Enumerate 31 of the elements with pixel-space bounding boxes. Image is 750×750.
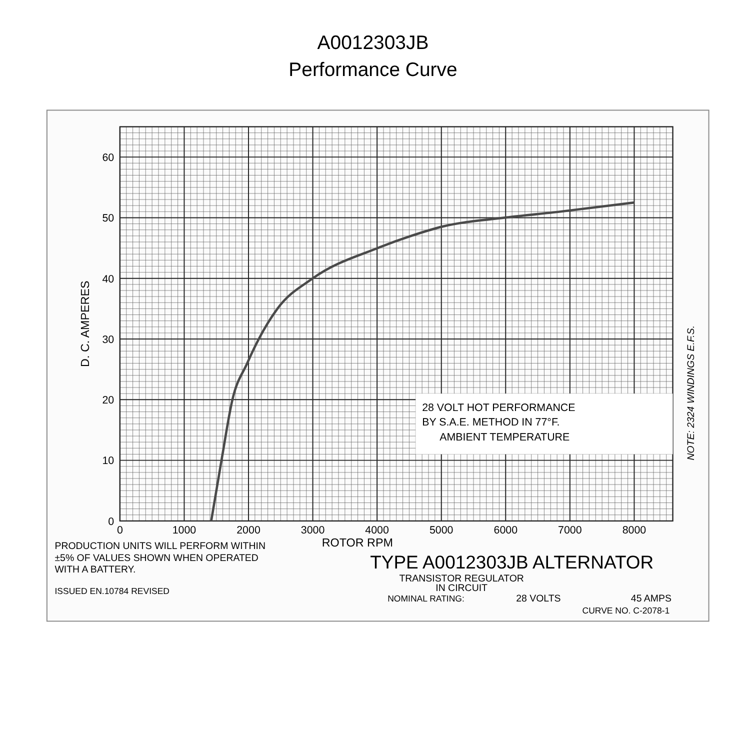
x-tick-label: 0 (116, 524, 123, 537)
y-tick-label: 0 (108, 516, 114, 528)
text: NOTE: 2324 WINDINGS E.F.S. (686, 325, 698, 460)
annotation: 28 VOLT HOT PERFORMANCE BY S.A.E. METHOD IN 77°F. AMBIENT TEMPERATURE (422, 402, 576, 444)
y-tick-label: 50 (102, 212, 114, 225)
chart-title: A0012303JB (317, 32, 429, 54)
x-tick-label: 4000 (365, 524, 390, 537)
note-box: 28 VOLT HOT PERFORMANCE BY S.A.E. METHOD IN 77°F. AMBIENT TEMPERATURE (416, 394, 673, 454)
y-tick-label: 10 (102, 455, 114, 468)
x-tick-label: 8000 (622, 524, 646, 537)
x-tick-label: 5000 (429, 524, 454, 537)
y-tick-label: 30 (102, 334, 114, 346)
text: TRANSISTOR REGULATOR IN CIRCUIT (399, 573, 524, 594)
x-tick-label: 2000 (236, 524, 260, 537)
text: 28 VOLTS (516, 594, 562, 605)
x-tick-label: 7000 (558, 524, 582, 537)
text: ISSUED EN.10784 REVISED (54, 586, 170, 596)
x-tick-label: 1000 (172, 524, 196, 537)
y-tick-label: 40 (102, 273, 114, 286)
text: 45 AMPS (630, 594, 672, 605)
text: TYPE A0012303JB ALTERNATOR (370, 552, 654, 573)
text: CURVE NO. C-2078-1 (582, 605, 670, 616)
chart-subtitle: Performance Curve (288, 59, 458, 82)
y-tick-label: 20 (102, 394, 114, 407)
y-axis-title: D. C. AMPERES (78, 280, 92, 367)
x-axis-title: ROTOR RPM (322, 536, 393, 550)
y-tick-label: 60 (102, 152, 114, 164)
text: NOMINAL RATING: (388, 594, 464, 604)
x-tick-label: 3000 (300, 524, 325, 537)
x-tick-label: 6000 (494, 524, 518, 537)
text: PRODUCTION UNITS WILL PERFORM WITHIN ±5% OF VALUES SHOWN WHEN OPERATED WITH A BATTERY. (54, 541, 266, 576)
